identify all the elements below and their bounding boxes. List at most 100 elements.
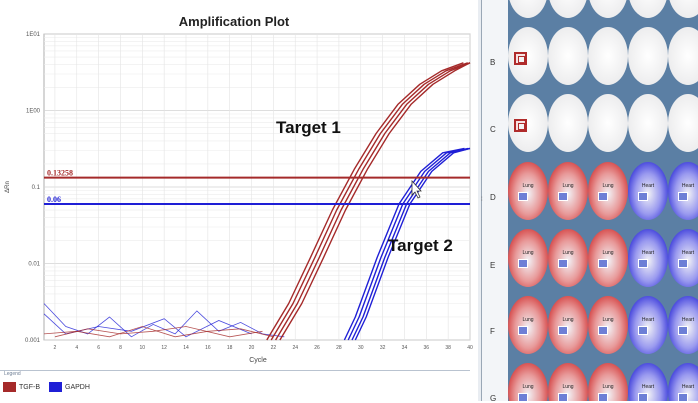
well-task-icon <box>518 326 528 335</box>
well-task-icon <box>598 326 608 335</box>
x-tick-label: 26 <box>314 345 320 351</box>
plate-well[interactable] <box>508 0 548 18</box>
row-label-b: B <box>490 58 496 67</box>
plate-well[interactable] <box>628 94 668 152</box>
x-tick-label: 24 <box>292 345 298 351</box>
well-target-label: Lung <box>522 384 534 390</box>
plate-well[interactable] <box>548 0 588 18</box>
well-target-label: Lung <box>522 183 534 189</box>
plate-well[interactable]: Heart <box>668 162 698 220</box>
y-tick-label: 0.1 <box>32 185 41 191</box>
plate-well[interactable] <box>668 0 698 18</box>
splitter[interactable] <box>478 0 508 401</box>
splitter-handle-icon[interactable]: ⁞ <box>481 197 483 203</box>
plate-well[interactable] <box>628 27 668 85</box>
well-task-icon <box>558 326 568 335</box>
well-target-label: Lung <box>562 317 574 323</box>
grid <box>43 33 471 341</box>
plate-well[interactable]: Heart <box>628 296 668 354</box>
plate-well[interactable]: Lung <box>588 162 628 220</box>
x-tick-label: 12 <box>161 345 167 351</box>
amplification-plot: Amplification Plot ΔRn Cycle 0.13258 0.06… <box>5 14 473 364</box>
well-task-icon <box>638 393 648 401</box>
plate-well[interactable] <box>668 94 698 152</box>
amplification-curve-tgf-b <box>270 62 469 341</box>
baseline-noise-trace <box>54 326 263 338</box>
plate-well[interactable] <box>548 94 588 152</box>
amplification-curve-tgf-b <box>274 62 471 341</box>
well-task-icon <box>558 259 568 268</box>
plate-well[interactable]: Lung <box>508 296 548 354</box>
plate-well[interactable]: Lung <box>548 296 588 354</box>
well-selected-marker-b1[interactable] <box>514 52 527 65</box>
row-label-g: G <box>490 394 497 403</box>
baseline-noise-trace <box>43 326 274 338</box>
x-tick-label: 10 <box>140 345 146 351</box>
plate-well[interactable]: Lung <box>508 363 548 401</box>
well-task-icon <box>678 192 688 201</box>
well-target-label: Lung <box>602 384 614 390</box>
plate-well[interactable]: Heart <box>668 363 698 401</box>
annotation-target-1: Target 1 <box>276 118 341 137</box>
y-tick-label: 0.001 <box>25 338 41 344</box>
x-tick-label: 40 <box>467 345 473 351</box>
plate-well[interactable]: Heart <box>628 162 668 220</box>
x-tick-label: 28 <box>336 345 342 351</box>
plate-well[interactable] <box>588 0 628 18</box>
plate-well[interactable] <box>588 94 628 152</box>
well-task-icon <box>678 259 688 268</box>
plate-well[interactable]: Lung <box>588 229 628 287</box>
plate-well[interactable]: Lung <box>588 363 628 401</box>
x-tick-label: 8 <box>119 345 122 351</box>
plot-title: Amplification Plot <box>179 14 290 29</box>
legend-label-tgfb: TGF-B <box>19 383 40 391</box>
plate-well[interactable]: Lung <box>548 162 588 220</box>
well-task-icon <box>598 192 608 201</box>
well-task-icon <box>638 259 648 268</box>
well-target-label: Lung <box>602 250 614 256</box>
plate-well[interactable]: Heart <box>628 363 668 401</box>
amplification-curve-tgf-b <box>266 62 464 341</box>
plate-well[interactable]: Lung <box>588 296 628 354</box>
well-task-icon <box>518 393 528 401</box>
well-task-icon <box>598 393 608 401</box>
well-target-label: Heart <box>681 183 695 189</box>
legend-swatch-tgfb <box>3 382 16 392</box>
plate-well[interactable]: Heart <box>668 229 698 287</box>
plate-well[interactable]: Lung <box>508 229 548 287</box>
well-task-icon <box>558 192 568 201</box>
well-target-label: Heart <box>681 317 695 323</box>
well-target-label: Heart <box>641 384 655 390</box>
row-label-d: D <box>490 193 496 202</box>
plate-well[interactable]: Heart <box>628 229 668 287</box>
plate-well[interactable] <box>588 27 628 85</box>
well-task-icon <box>518 259 528 268</box>
x-tick-label: 18 <box>227 345 233 351</box>
plate-well[interactable]: Lung <box>548 363 588 401</box>
legend-item-tgfb[interactable]: TGF-B <box>3 382 40 392</box>
plate-well[interactable]: Lung <box>508 162 548 220</box>
well-target-label: Heart <box>641 183 655 189</box>
y-tick-label: 1E00 <box>26 109 41 115</box>
x-tick-label: 6 <box>97 345 100 351</box>
plate-well[interactable] <box>548 27 588 85</box>
plate-well[interactable]: Lung <box>548 229 588 287</box>
thresholds: 0.13258 0.06 <box>44 169 470 205</box>
well-task-icon <box>678 326 688 335</box>
row-label-c: C <box>490 125 496 134</box>
well-target-label: Heart <box>681 384 695 390</box>
curves <box>43 62 471 341</box>
plate-well[interactable] <box>628 0 668 18</box>
amplification-curve-tgf-b <box>279 62 471 341</box>
x-tick-label: 2 <box>54 345 57 351</box>
well-task-icon <box>678 393 688 401</box>
x-tick-label: 36 <box>424 345 430 351</box>
plate-well[interactable]: Heart <box>668 296 698 354</box>
well-task-icon <box>598 259 608 268</box>
plate-well[interactable] <box>668 27 698 85</box>
well-task-icon <box>638 192 648 201</box>
well-target-label: Lung <box>562 183 574 189</box>
legend-item-gapdh[interactable]: GAPDH <box>49 382 90 392</box>
well-selected-marker-c1[interactable] <box>514 119 527 132</box>
